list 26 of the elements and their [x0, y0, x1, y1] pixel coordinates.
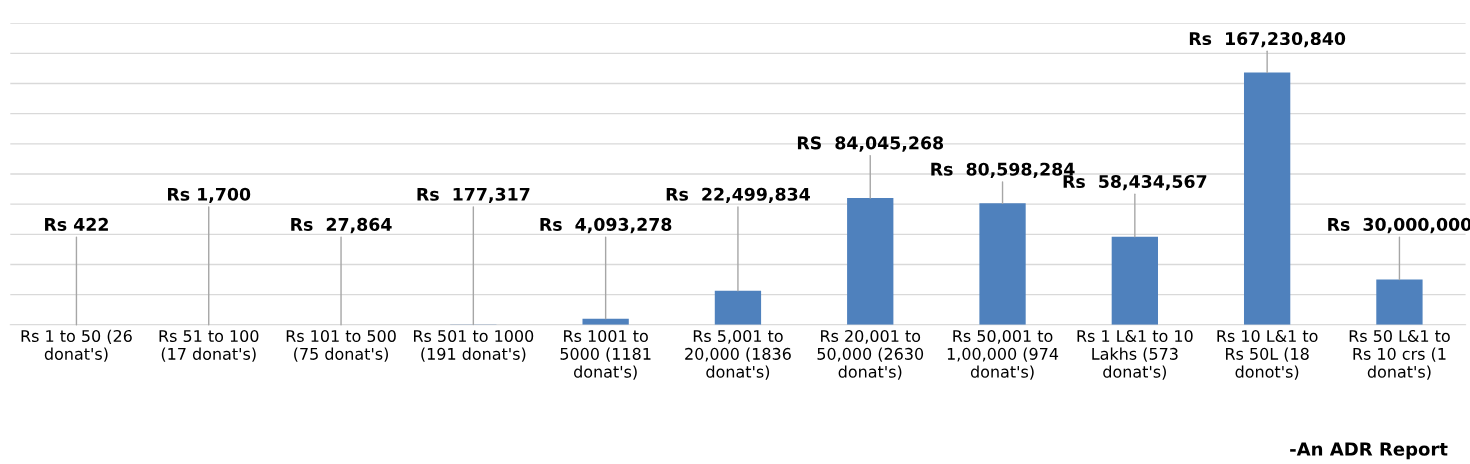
x-tick-label: Rs 20,001 to 50,000 (2630 donat's)	[817, 329, 924, 380]
bar	[847, 198, 894, 325]
x-tick-label: Rs 1 to 50 (26 donat's)	[21, 329, 132, 362]
data-label: Rs 167,230,840	[1189, 31, 1346, 48]
bar	[1376, 279, 1423, 325]
x-tick-label: Rs 51 to 100 (17 donat's)	[159, 329, 259, 362]
bar	[1243, 72, 1291, 325]
x-tick-label: Rs 1001 to 5000 (1181 donat's)	[560, 329, 651, 380]
x-tick-label: Rs 10 L&1 to Rs 50L (18 donot's)	[1217, 329, 1318, 380]
x-tick-label: Rs 1 L&1 to 10 Lakhs (573 donat's)	[1077, 329, 1193, 380]
x-tick-label: Rs 50 L&1 to Rs 10 crs (1 donat's)	[1349, 329, 1450, 380]
text: -An ADR Report	[1290, 442, 1448, 460]
bar	[1111, 236, 1158, 325]
data-label: Rs 1,700	[168, 187, 251, 204]
bar	[714, 290, 762, 325]
data-label: Rs 4,093,278	[540, 217, 672, 234]
data-label: Rs 27,864	[291, 217, 392, 234]
data-label: RS 84,045,268	[797, 136, 944, 152]
x-tick-label: Rs 101 to 500 (75 donat's)	[286, 329, 396, 362]
data-label: Rs 22,499,834	[666, 187, 810, 204]
x-tick-label: Rs 5,001 to 20,000 (1836 donat's)	[685, 329, 791, 380]
data-label: Rs 422	[45, 217, 108, 231]
x-tick-label: Rs 501 to 1000 (191 donat's)	[414, 329, 534, 362]
bar	[979, 203, 1026, 325]
x-tick-label: Rs 50,001 to 1,00,000 (974 donat's)	[947, 329, 1059, 380]
data-label: Rs 177,317	[417, 187, 530, 204]
